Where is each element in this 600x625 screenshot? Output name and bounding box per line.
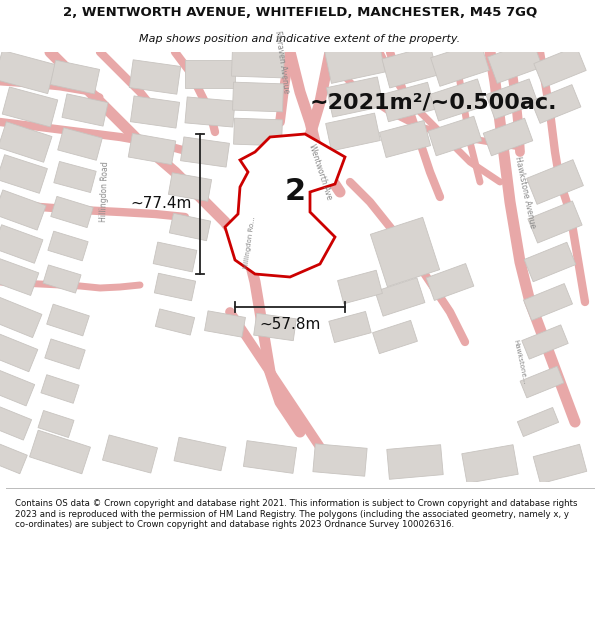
Polygon shape <box>528 201 582 243</box>
Polygon shape <box>153 242 197 272</box>
Polygon shape <box>130 96 179 128</box>
Polygon shape <box>527 159 583 204</box>
Polygon shape <box>233 82 283 112</box>
Text: Wentworth Ave: Wentworth Ave <box>307 143 333 201</box>
Polygon shape <box>169 173 212 201</box>
Polygon shape <box>50 60 100 94</box>
Polygon shape <box>128 133 176 164</box>
Polygon shape <box>326 113 380 151</box>
Polygon shape <box>174 438 226 471</box>
Polygon shape <box>522 325 568 359</box>
Text: Hillingdon Road: Hillingdon Road <box>100 162 110 222</box>
Polygon shape <box>185 97 235 127</box>
Polygon shape <box>379 121 431 158</box>
Polygon shape <box>225 134 345 277</box>
Text: 2: 2 <box>284 177 305 206</box>
Polygon shape <box>0 225 43 263</box>
Polygon shape <box>523 284 572 321</box>
Polygon shape <box>205 311 245 337</box>
Polygon shape <box>244 441 296 473</box>
Polygon shape <box>45 339 85 369</box>
Polygon shape <box>313 444 367 476</box>
Polygon shape <box>103 435 158 473</box>
Polygon shape <box>520 366 564 398</box>
Polygon shape <box>483 118 533 156</box>
Polygon shape <box>517 408 559 436</box>
Text: Hawkstone Avenue: Hawkstone Avenue <box>513 155 537 229</box>
Polygon shape <box>0 190 46 230</box>
Text: Contains OS data © Crown copyright and database right 2021. This information is : Contains OS data © Crown copyright and d… <box>15 499 577 529</box>
Polygon shape <box>41 375 79 403</box>
Polygon shape <box>382 46 438 88</box>
Text: ~57.8m: ~57.8m <box>259 317 320 332</box>
Polygon shape <box>254 313 296 341</box>
Polygon shape <box>462 445 518 483</box>
Text: Hawkstone...: Hawkstone... <box>512 339 527 385</box>
Polygon shape <box>431 42 490 86</box>
Polygon shape <box>326 77 383 117</box>
Polygon shape <box>533 444 587 484</box>
Polygon shape <box>370 217 440 287</box>
Text: 2, WENTWORTH AVENUE, WHITEFIELD, MANCHESTER, M45 7GQ: 2, WENTWORTH AVENUE, WHITEFIELD, MANCHES… <box>63 6 537 19</box>
Polygon shape <box>531 84 581 123</box>
Polygon shape <box>29 430 91 474</box>
Polygon shape <box>51 196 93 228</box>
Polygon shape <box>428 116 482 156</box>
Text: Hillingdon Ro...: Hillingdon Ro... <box>244 216 257 269</box>
Polygon shape <box>185 60 235 88</box>
Polygon shape <box>47 304 89 336</box>
Polygon shape <box>0 259 39 296</box>
Polygon shape <box>381 82 435 122</box>
Polygon shape <box>62 94 108 126</box>
Polygon shape <box>233 118 283 146</box>
Polygon shape <box>426 264 474 301</box>
Polygon shape <box>486 79 538 119</box>
Polygon shape <box>0 404 32 440</box>
Polygon shape <box>129 60 181 94</box>
Polygon shape <box>48 231 88 261</box>
Polygon shape <box>488 41 542 83</box>
Polygon shape <box>430 79 486 121</box>
Text: ~77.4m: ~77.4m <box>131 196 192 211</box>
Polygon shape <box>154 273 196 301</box>
Polygon shape <box>0 154 47 193</box>
Polygon shape <box>181 137 229 167</box>
Polygon shape <box>0 51 55 94</box>
Polygon shape <box>0 122 52 162</box>
Polygon shape <box>58 127 102 160</box>
Polygon shape <box>534 46 586 88</box>
Polygon shape <box>0 368 35 406</box>
Polygon shape <box>169 213 211 241</box>
Polygon shape <box>54 161 96 192</box>
Polygon shape <box>338 270 382 304</box>
Polygon shape <box>2 87 58 127</box>
Polygon shape <box>155 309 194 335</box>
Polygon shape <box>375 278 425 316</box>
Polygon shape <box>373 321 418 354</box>
Polygon shape <box>0 440 27 474</box>
Polygon shape <box>0 332 38 372</box>
Text: Map shows position and indicative extent of the property.: Map shows position and indicative extent… <box>139 34 461 44</box>
Text: Fairaven Avenue: Fairaven Avenue <box>273 30 291 94</box>
Polygon shape <box>43 265 81 293</box>
Polygon shape <box>232 46 284 78</box>
Polygon shape <box>0 296 42 338</box>
Polygon shape <box>387 445 443 479</box>
Polygon shape <box>38 411 74 437</box>
Polygon shape <box>524 242 576 282</box>
Polygon shape <box>325 41 385 83</box>
Text: ~2021m²/~0.500ac.: ~2021m²/~0.500ac. <box>310 92 557 112</box>
Polygon shape <box>329 311 371 342</box>
